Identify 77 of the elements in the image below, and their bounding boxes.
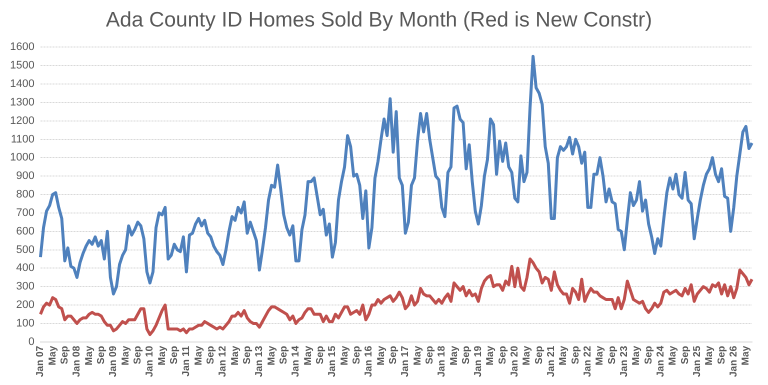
x-tick-label: May [558,345,570,366]
x-tick-label: Jan 13 [254,345,266,378]
x-tick-label: May [266,345,278,366]
x-tick-label: Jan 12 [218,345,229,378]
x-tick-label: Jan 19 [473,345,484,378]
x-tick-label: May [302,345,314,366]
x-tick-label: Jan 21 [546,345,558,378]
x-tick-label: May [47,345,58,366]
y-tick-label: 1100 [10,133,34,146]
y-tick-label: 1200 [10,114,34,127]
y-tick-label: 900 [16,170,34,182]
x-tick-label: Jan 15 [327,345,338,378]
x-tick-label: Sep [534,346,545,364]
x-tick-label: Sep [643,346,654,364]
x-tick-label: May [120,345,132,366]
y-tick-label: 600 [16,225,34,238]
y-tick-label: 800 [16,188,34,201]
x-tick-label: May [522,345,533,366]
x-tick-label: Jan 18 [436,345,448,378]
x-tick-label: May [485,345,496,366]
x-tick-label: May [339,345,350,366]
x-tick-label: Sep [314,346,326,364]
x-tick-label: May [704,345,716,366]
x-tick-label: Sep [96,346,108,364]
x-tick-label: May [631,345,642,366]
x-tick-label: Sep [460,346,472,364]
x-tick-label: Sep [60,346,71,364]
y-tick-label: 1600 [10,41,34,54]
x-tick-label: Jan 24 [656,345,667,378]
y-tick-label: 100 [16,317,34,330]
y-tick-label: 1400 [10,78,34,90]
x-tick-label: Sep [388,346,399,364]
x-tick-label: May [668,345,679,366]
x-tick-label: Sep [716,346,728,364]
x-tick-label: Sep [424,346,436,364]
x-tick-label: May [376,345,387,366]
x-tick-label: Sep [206,346,216,364]
y-tick-label: 300 [16,280,34,293]
x-tick-label: May [448,345,460,366]
x-tick-label: May [412,345,424,366]
x-tick-label: Jan 23 [619,345,630,378]
y-tick-label: 200 [16,299,34,312]
x-tick-label: Jan 22 [582,345,594,378]
x-tick-label: Jan 11 [181,345,192,376]
y-tick-label: 500 [16,244,34,256]
x-tick-label: Jan 26 [728,345,740,378]
x-tick-label: May [156,345,168,366]
x-tick-label: May [594,345,606,366]
x-tick-label: Sep [570,346,582,364]
y-tick-label: 700 [16,206,34,219]
x-tick-label: May [193,345,204,366]
chart-title: Ada County ID Homes Sold By Month (Red is New Constr) [106,8,652,32]
y-tick-label: 1300 [10,96,34,108]
y-tick-label: 1000 [10,152,34,164]
x-tick-label: May [740,345,752,366]
y-tick-label: 1500 [10,60,34,72]
y-tick-label: 0 [28,336,34,348]
x-tick-label: Sep [242,346,253,364]
x-tick-label: Jan 14 [290,345,302,378]
x-tick-label: May [84,345,95,366]
x-tick-label: Jan 08 [72,345,83,378]
x-tick-label: Jan 10 [144,345,156,378]
x-tick-label: Jan 17 [400,345,412,378]
y-tick-label: 400 [16,262,34,274]
x-tick-label: Jan 25 [692,345,704,378]
x-tick-label: Sep [351,346,362,364]
x-tick-label: Sep [680,346,691,364]
x-tick-label: May [230,345,241,366]
x-tick-label: Jan 07 [35,345,46,378]
x-tick-label: Sep [606,346,618,364]
x-tick-label: Sep [497,346,508,364]
x-tick-label: Jan 09 [108,345,120,378]
x-tick-label: Sep [169,346,180,364]
x-tick-label: Jan 16 [364,345,375,378]
x-tick-label: Sep [278,346,290,364]
x-tick-label: Jan 20 [510,345,521,378]
x-tick-label: Sep [132,346,144,364]
